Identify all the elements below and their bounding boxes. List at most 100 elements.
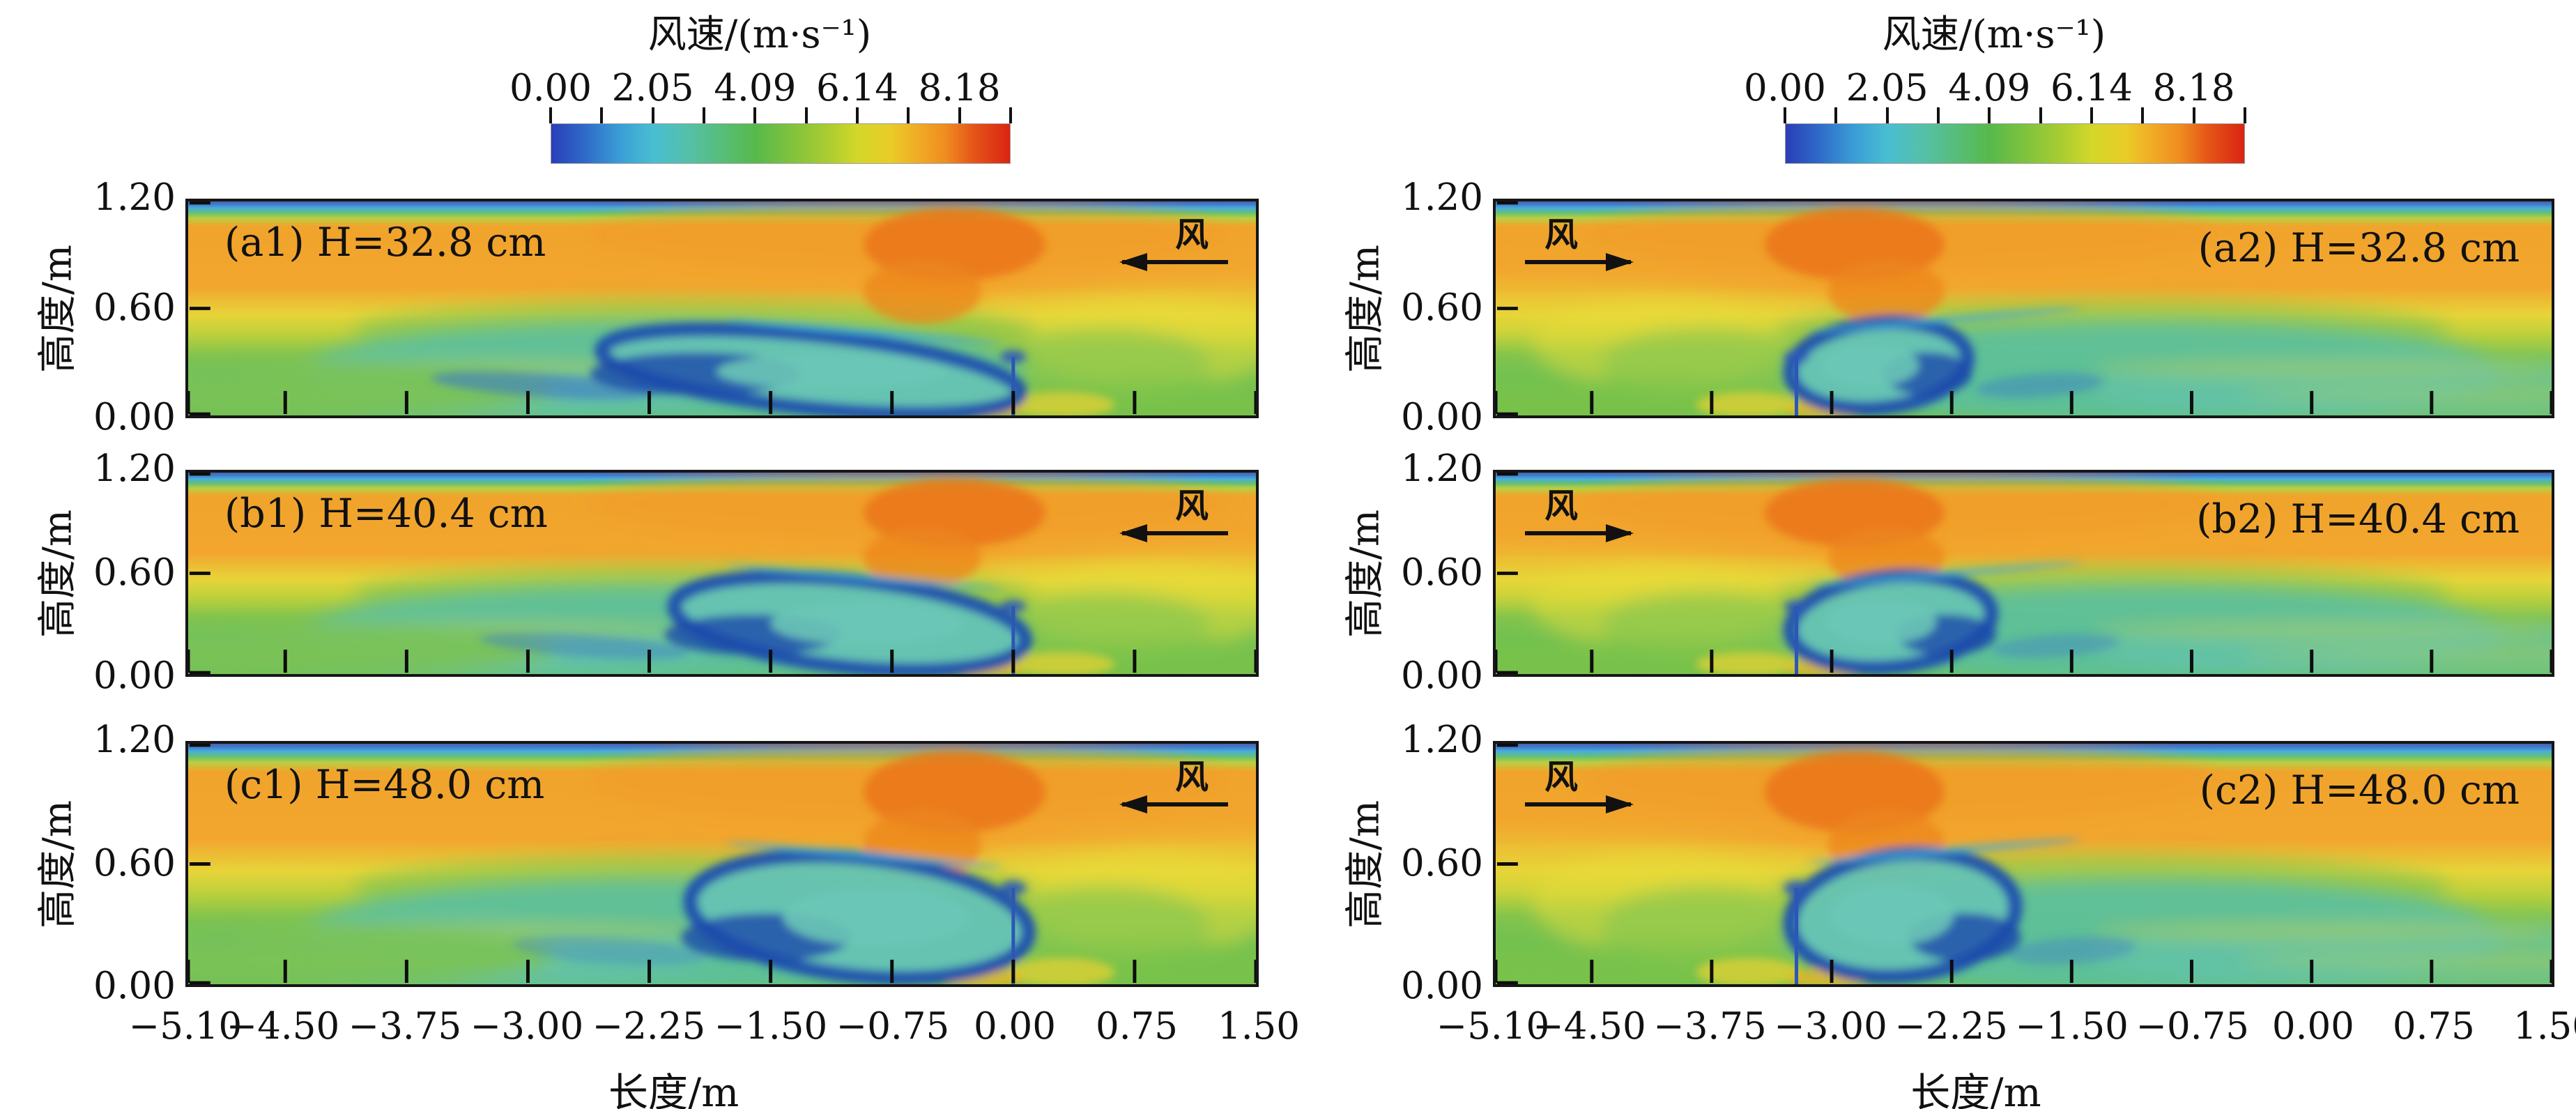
colorbar-tick-mark xyxy=(703,107,705,123)
y-tick-label: 0.60 xyxy=(1400,841,1483,885)
contour-plot-c2 xyxy=(1496,744,2552,984)
y-tick-label: 0.00 xyxy=(93,965,176,1007)
wind-annotation: 风 xyxy=(1525,758,1634,813)
colorbar-tick-label: 6.14 xyxy=(2050,67,2133,109)
colorbar-tick-label: 6.14 xyxy=(815,67,898,109)
colorbar: 风速/(m·s⁻¹) 0.00 2.05 4.09 6.14 8.18 xyxy=(185,0,1259,167)
y-tick-label: 0.00 xyxy=(93,396,176,438)
colorbar-tick-mark xyxy=(2244,107,2246,123)
x-tick-label: −3.75 xyxy=(1653,1005,1767,1048)
panel-title-b2: (b2) H=40.4 cm xyxy=(2196,496,2520,542)
wind-annotation: 风 xyxy=(1119,758,1228,813)
colorbar-title: 风速/(m·s⁻¹) xyxy=(1882,12,2106,56)
wind-arrow-icon xyxy=(1525,524,1634,542)
colorbar-tick-mark xyxy=(856,107,859,123)
y-tick-label: 1.20 xyxy=(1400,719,1483,761)
y-tick-label: 1.20 xyxy=(93,448,176,490)
colorbar-tick-mark xyxy=(1834,107,1838,123)
y-tick-marks xyxy=(1496,473,1518,674)
wind-annotation: 风 xyxy=(1119,215,1228,271)
wind-label: 风 xyxy=(1544,215,1579,254)
x-axis-title: 长度/m xyxy=(1910,1070,2041,1109)
right-column: 风速/(m·s⁻¹) 0.00 2.05 4.09 6.14 8.18 −5.10 −4.50… xyxy=(1343,0,2576,1109)
panel-c2: (c2) H=48.0 cm 风 xyxy=(1493,741,2554,987)
colorbar-tick-mark xyxy=(2141,107,2145,123)
wind-annotation: 风 xyxy=(1119,487,1228,542)
x-tick-label: 0.75 xyxy=(1095,1005,1178,1048)
y-tick-label: 1.20 xyxy=(1400,176,1483,219)
x-tick-marks xyxy=(188,390,1256,415)
y-tick-label: 0.60 xyxy=(93,286,176,329)
wind-arrow-icon xyxy=(1119,253,1228,271)
colorbar-tick-label: 2.05 xyxy=(611,67,694,109)
x-tick-label: −3.75 xyxy=(348,1005,462,1048)
panel-title-b1: (b1) H=40.4 cm xyxy=(224,491,548,537)
wind-arrow-icon xyxy=(1119,524,1228,542)
colorbar-tick-mark xyxy=(651,107,654,123)
y-tick-marks xyxy=(189,744,210,984)
y-tick-marks xyxy=(1496,201,1518,415)
x-tick-label: −0.75 xyxy=(836,1005,950,1048)
y-tick-marks xyxy=(189,473,210,674)
x-tick-label: 0.00 xyxy=(2271,1005,2354,1048)
colorbar-tick-label: 0.00 xyxy=(1743,67,1826,109)
y-tick-label: 1.20 xyxy=(93,719,176,761)
colorbar-tick-mark xyxy=(907,107,910,123)
colorbar-tick-label: 0.00 xyxy=(509,67,592,109)
colorbar-tick-mark xyxy=(1885,107,1889,123)
x-tick-marks xyxy=(188,649,1256,673)
panel-title-a2: (a2) H=32.8 cm xyxy=(2198,225,2520,271)
x-tick-marks xyxy=(1496,390,2552,415)
wind-label: 风 xyxy=(1544,758,1579,797)
contour-plot-b1 xyxy=(188,473,1256,674)
x-tick-label: 0.00 xyxy=(973,1005,1056,1048)
y-tick-label: 0.60 xyxy=(93,841,176,885)
panel-c1: (c1) H=48.0 cm 风 xyxy=(185,741,1259,987)
colorbar-tick-mark xyxy=(1009,107,1012,123)
panel-title-c2: (c2) H=48.0 cm xyxy=(2199,767,2520,813)
x-axis-title: 长度/m xyxy=(608,1070,739,1109)
wind-label: 风 xyxy=(1174,215,1209,254)
x-tick-label: 0.75 xyxy=(2392,1005,2475,1048)
colorbar-title: 风速/(m·s⁻¹) xyxy=(647,12,872,56)
y-tick-label: 0.60 xyxy=(93,551,176,594)
panel-a2: (a2) H=32.8 cm 风 xyxy=(1493,199,2554,418)
panel-b2: (b2) H=40.4 cm 风 xyxy=(1493,470,2554,677)
x-tick-label: −1.50 xyxy=(714,1005,828,1048)
colorbar-tick-mark xyxy=(804,107,808,123)
contour-plot-b2 xyxy=(1496,473,2552,674)
x-tick-label: 1.50 xyxy=(1217,1005,1300,1048)
colorbar-tick-mark xyxy=(549,107,552,123)
x-tick-marks xyxy=(1496,959,2552,984)
x-tick-label: −5.10 xyxy=(1436,1005,1550,1048)
wind-arrow-icon xyxy=(1119,795,1228,813)
y-tick-label: 0.00 xyxy=(1400,396,1483,438)
panel-b1: (b1) H=40.4 cm 风 xyxy=(185,470,1259,677)
contour-plot-c1 xyxy=(188,744,1256,984)
y-tick-label: 0.00 xyxy=(93,655,176,697)
wind-annotation: 风 xyxy=(1525,215,1634,271)
contour-plot-a1 xyxy=(188,201,1256,415)
x-tick-label: −3.00 xyxy=(470,1005,584,1048)
x-tick-label: −4.50 xyxy=(1533,1005,1646,1048)
left-column: 风速/(m·s⁻¹) 0.00 2.05 4.09 6.14 8.18 −5.10 −4.50… xyxy=(36,0,1301,1109)
panel-title-a1: (a1) H=32.8 cm xyxy=(224,220,546,266)
wind-arrow-icon xyxy=(1525,795,1634,813)
colorbar-tick-label: 8.18 xyxy=(918,67,1001,109)
x-tick-label: 1.50 xyxy=(2513,1005,2576,1048)
x-tick-label: −4.50 xyxy=(226,1005,340,1048)
colorbar-tick-label: 8.18 xyxy=(2152,67,2235,109)
wind-label: 风 xyxy=(1174,758,1209,797)
wind-arrow-icon xyxy=(1525,253,1634,271)
x-tick-label: −1.50 xyxy=(2015,1005,2129,1048)
colorbar-tick-mark xyxy=(1937,107,1940,123)
y-tick-label: 1.20 xyxy=(93,176,176,219)
x-tick-label: −0.75 xyxy=(2136,1005,2249,1048)
colorbar-gradient xyxy=(1785,123,2245,164)
y-tick-marks xyxy=(1496,744,1518,984)
colorbar-tick-mark xyxy=(1784,107,1786,123)
wind-label: 风 xyxy=(1174,487,1209,526)
x-tick-marks xyxy=(188,959,1256,984)
y-tick-label: 0.60 xyxy=(1400,551,1483,594)
